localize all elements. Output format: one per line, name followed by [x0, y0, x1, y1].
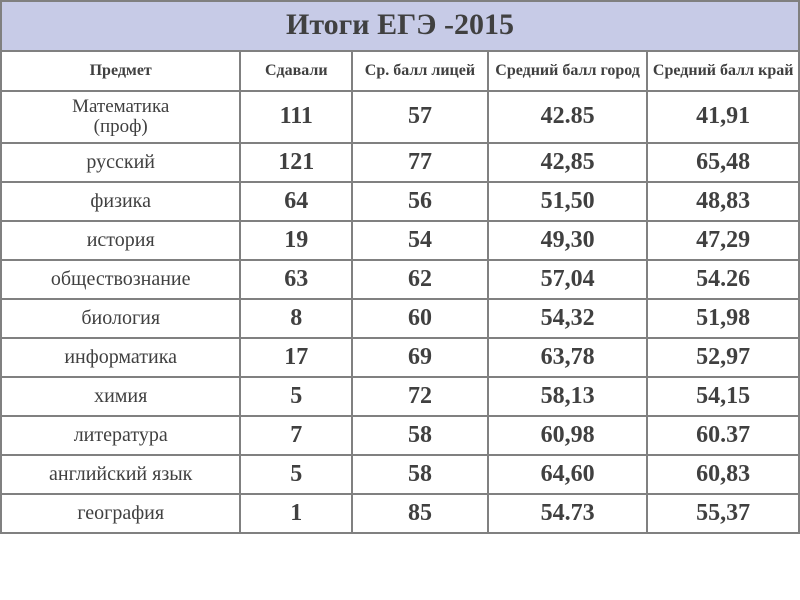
table-row: Математика(проф)1115742.8541,91 [1, 91, 799, 143]
cell-lyceum: 72 [352, 377, 488, 416]
table-row: физика645651,5048,83 [1, 182, 799, 221]
cell-subject: Математика(проф) [1, 91, 240, 143]
cell-region: 65,48 [647, 143, 799, 182]
cell-lyceum: 60 [352, 299, 488, 338]
cell-took: 121 [240, 143, 352, 182]
table-wrapper: Итоги ЕГЭ -2015 Предмет Сдавали Ср. балл… [0, 0, 800, 534]
table-row: информатика176963,7852,97 [1, 338, 799, 377]
cell-region: 48,83 [647, 182, 799, 221]
table-row: литература75860,9860.37 [1, 416, 799, 455]
header-region: Средний балл край [647, 51, 799, 91]
cell-lyceum: 62 [352, 260, 488, 299]
table-title: Итоги ЕГЭ -2015 [1, 1, 799, 51]
cell-city: 57,04 [488, 260, 648, 299]
cell-city: 64,60 [488, 455, 648, 494]
cell-region: 52,97 [647, 338, 799, 377]
cell-lyceum: 58 [352, 416, 488, 455]
cell-took: 8 [240, 299, 352, 338]
cell-subject: обществознание [1, 260, 240, 299]
cell-subject: английский язык [1, 455, 240, 494]
cell-city: 60,98 [488, 416, 648, 455]
cell-region: 47,29 [647, 221, 799, 260]
cell-took: 5 [240, 455, 352, 494]
table-row: обществознание636257,0454.26 [1, 260, 799, 299]
cell-lyceum: 57 [352, 91, 488, 143]
title-row: Итоги ЕГЭ -2015 [1, 1, 799, 51]
header-city: Средний балл город [488, 51, 648, 91]
cell-took: 111 [240, 91, 352, 143]
cell-subject: информатика [1, 338, 240, 377]
cell-lyceum: 56 [352, 182, 488, 221]
cell-region: 55,37 [647, 494, 799, 533]
cell-subject: география [1, 494, 240, 533]
cell-subject: биология [1, 299, 240, 338]
cell-lyceum: 58 [352, 455, 488, 494]
header-row: Предмет Сдавали Ср. балл лицей Средний б… [1, 51, 799, 91]
cell-region: 51,98 [647, 299, 799, 338]
cell-took: 5 [240, 377, 352, 416]
cell-subject: русский [1, 143, 240, 182]
cell-lyceum: 85 [352, 494, 488, 533]
table-row: биология86054,3251,98 [1, 299, 799, 338]
cell-city: 49,30 [488, 221, 648, 260]
cell-took: 64 [240, 182, 352, 221]
table-row: русский1217742,8565,48 [1, 143, 799, 182]
table-row: химия57258,1354,15 [1, 377, 799, 416]
cell-lyceum: 77 [352, 143, 488, 182]
cell-city: 63,78 [488, 338, 648, 377]
cell-region: 41,91 [647, 91, 799, 143]
cell-lyceum: 69 [352, 338, 488, 377]
cell-region: 54,15 [647, 377, 799, 416]
header-took: Сдавали [240, 51, 352, 91]
table-row: английский язык55864,6060,83 [1, 455, 799, 494]
cell-took: 7 [240, 416, 352, 455]
table-row: география18554.7355,37 [1, 494, 799, 533]
cell-subject: история [1, 221, 240, 260]
cell-took: 17 [240, 338, 352, 377]
cell-city: 54.73 [488, 494, 648, 533]
cell-took: 63 [240, 260, 352, 299]
cell-took: 1 [240, 494, 352, 533]
cell-city: 42,85 [488, 143, 648, 182]
header-lyceum: Ср. балл лицей [352, 51, 488, 91]
cell-lyceum: 54 [352, 221, 488, 260]
table-row: история195449,3047,29 [1, 221, 799, 260]
cell-subject: химия [1, 377, 240, 416]
results-table: Итоги ЕГЭ -2015 Предмет Сдавали Ср. балл… [0, 0, 800, 534]
cell-city: 54,32 [488, 299, 648, 338]
cell-city: 42.85 [488, 91, 648, 143]
cell-subject: физика [1, 182, 240, 221]
cell-region: 60.37 [647, 416, 799, 455]
cell-subject: литература [1, 416, 240, 455]
cell-took: 19 [240, 221, 352, 260]
cell-city: 58,13 [488, 377, 648, 416]
cell-region: 54.26 [647, 260, 799, 299]
cell-city: 51,50 [488, 182, 648, 221]
header-subject: Предмет [1, 51, 240, 91]
cell-region: 60,83 [647, 455, 799, 494]
